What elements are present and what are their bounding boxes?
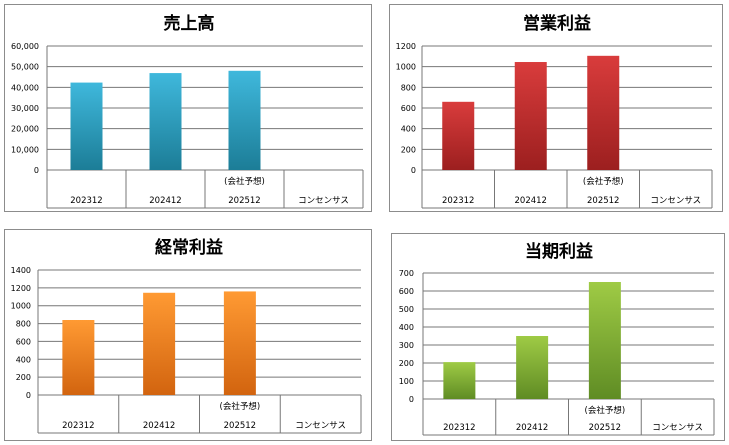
y-tick-label: 10,000: [11, 145, 39, 154]
bar: [223, 291, 256, 395]
chart-panel-net-profit: 当期利益 0 100 200 300 400 500 600 700 202312 202412 (会…: [391, 233, 725, 441]
y-tick-label: 100: [399, 377, 414, 386]
y-tick-label: 400: [16, 355, 31, 364]
y-tick-label: 1200: [11, 284, 31, 293]
y-tick-label: 300: [399, 341, 414, 350]
chart-panel-operating-profit: 営業利益 0 200 400 600 800 1000 1200 202312 202412 (会社…: [389, 4, 723, 212]
y-tick-label: 800: [401, 83, 416, 92]
y-tick-label: 800: [16, 320, 31, 329]
y-tick-label: 1000: [396, 63, 416, 72]
y-tick-label: 0: [411, 166, 416, 175]
x-tick-label: 202512: [224, 421, 256, 431]
x-tick-label: 202412: [516, 423, 548, 433]
y-tick-label: 30,000: [11, 104, 39, 113]
chart-svg: 売上高 0 10,000 20,000 30,000 40,000 50,000 60,000…: [11, 13, 364, 209]
bar: [588, 282, 621, 399]
y-tick-label: 1400: [11, 266, 31, 275]
x-tick-label: 202512: [587, 196, 619, 206]
y-tick-label: 600: [401, 104, 416, 113]
x-tick-label: コンセンサス: [652, 423, 703, 433]
x-tick-label: 202512: [589, 423, 621, 433]
x-tick-label: 202312: [70, 196, 102, 206]
bar: [443, 362, 476, 399]
category-note: (会社予想): [585, 405, 626, 416]
y-tick-label: 60,000: [11, 42, 39, 51]
bar: [587, 55, 620, 170]
bar: [62, 320, 95, 395]
chart-panel-ordinary-profit: 経常利益 0 200 400 600 800 1000 1200 1400 202312 20241…: [4, 229, 372, 441]
y-tick-label: 1000: [11, 302, 31, 311]
y-tick-label: 0: [409, 395, 414, 404]
bar: [516, 336, 549, 399]
chart-svg: 経常利益 0 200 400 600 800 1000 1200 1400 202312 20241…: [11, 237, 362, 434]
bar: [228, 70, 261, 170]
y-tick-label: 0: [34, 166, 39, 175]
chart-svg: 営業利益 0 200 400 600 800 1000 1200 202312 202412 (会社…: [396, 13, 713, 209]
y-tick-label: 400: [401, 125, 416, 134]
x-tick-label: コンセンサス: [650, 196, 701, 206]
category-note: (会社予想): [224, 176, 265, 187]
x-tick-label: 202312: [62, 421, 94, 431]
chart-svg: 当期利益 0 100 200 300 400 500 600 700 202312 202412 (会…: [399, 241, 715, 436]
x-tick-label: 202312: [443, 423, 475, 433]
y-tick-label: 600: [399, 287, 414, 296]
category-note: (会社予想): [583, 176, 624, 187]
chart-title: 当期利益: [525, 241, 593, 262]
y-tick-label: 400: [399, 323, 414, 332]
y-tick-label: 20,000: [11, 125, 39, 134]
y-tick-label: 200: [16, 373, 31, 382]
y-tick-label: 200: [401, 145, 416, 154]
chart-panel-sales: 売上高 0 10,000 20,000 30,000 40,000 50,000 60,000…: [4, 4, 372, 212]
y-tick-label: 600: [16, 337, 31, 346]
chart-title: 経常利益: [155, 237, 223, 258]
x-tick-label: コンセンサス: [295, 421, 346, 431]
chart-title: 営業利益: [523, 13, 591, 34]
y-tick-label: 0: [26, 391, 31, 400]
bar: [442, 101, 475, 170]
x-tick-label: 202312: [442, 196, 474, 206]
y-tick-label: 1200: [396, 42, 416, 51]
x-tick-label: 202412: [149, 196, 181, 206]
bar: [70, 82, 103, 170]
category-note: (会社予想): [220, 401, 261, 412]
y-tick-label: 40,000: [11, 83, 39, 92]
chart-title: 売上高: [164, 13, 215, 34]
bar: [149, 73, 182, 170]
x-tick-label: 202512: [228, 196, 260, 206]
y-tick-label: 200: [399, 359, 414, 368]
y-tick-label: 500: [399, 305, 414, 314]
bar: [514, 62, 547, 171]
x-tick-label: コンセンサス: [298, 196, 349, 206]
bar: [143, 292, 176, 395]
y-tick-label: 700: [399, 269, 414, 278]
y-tick-label: 50,000: [11, 63, 39, 72]
x-tick-label: 202412: [515, 196, 547, 206]
x-tick-label: 202412: [143, 421, 175, 431]
